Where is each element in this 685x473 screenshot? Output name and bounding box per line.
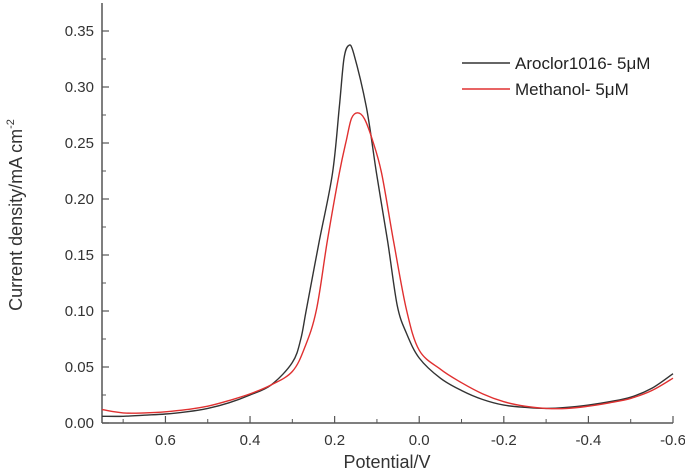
y-tick-label: 0.30 [65, 79, 94, 96]
y-tick-label: 0.20 [65, 191, 94, 208]
y-tick-label: 0.25 [65, 135, 94, 152]
series-line-methanol [101, 112, 674, 414]
series-group [101, 44, 674, 418]
y-tick-label: 0.15 [65, 247, 94, 264]
axes: 0.6 0.4 0.2 0.0 -0.2 -0.4 -0.6 0.00 0.05 0.10 0.15… [65, 3, 685, 449]
legend-label-methanol: Methanol- 5μM [515, 80, 629, 99]
x-tick-label: -0.6 [660, 432, 685, 449]
y-axis-title-main: Current density/mA cm [6, 129, 26, 311]
legend-label-aroclor: Aroclor1016- 5μM [515, 54, 650, 73]
y-tick-label: 0.00 [65, 415, 94, 432]
x-tick-label: 0.0 [409, 432, 430, 449]
legend: Aroclor1016- 5μM Methanol- 5μM [462, 54, 650, 99]
x-tick-label: -0.4 [575, 432, 601, 449]
series-line-aroclor1016 [101, 44, 674, 418]
x-tick-label: -0.2 [491, 432, 517, 449]
y-tick-label: 0.05 [65, 359, 94, 376]
x-tick-label: 0.2 [324, 432, 345, 449]
y-tick-label: 0.35 [65, 23, 94, 40]
x-tick-label: 0.6 [155, 432, 176, 449]
y-axis-title-superscript: -2 [5, 119, 17, 129]
y-tick-label: 0.10 [65, 303, 94, 320]
y-axis-title: Current density/mA cm-2 [5, 119, 26, 311]
x-axis-title: Potential/V [343, 452, 430, 472]
x-tick-label: 0.4 [240, 432, 261, 449]
